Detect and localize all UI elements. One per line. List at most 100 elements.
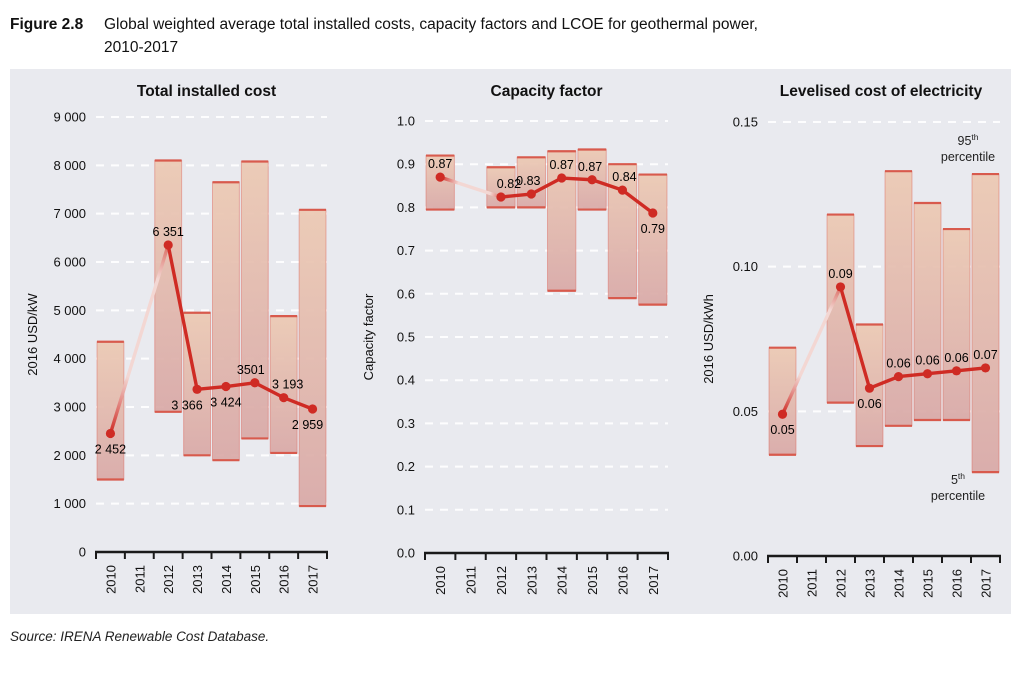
- x-tick-label: 2014: [892, 569, 907, 598]
- y-tick-label: 3 000: [53, 400, 86, 415]
- trend-line-segment: [620, 188, 655, 215]
- y-axis-title: 2016 USD/kWh: [701, 294, 716, 384]
- annotation-95-sup: th: [971, 132, 979, 142]
- data-label: 3501: [237, 363, 265, 377]
- data-label: 0.84: [612, 170, 636, 184]
- data-point: [163, 240, 173, 250]
- x-tick-label: 2013: [190, 565, 205, 594]
- trend-line-segment: [590, 178, 625, 192]
- data-point: [864, 383, 875, 393]
- annotation-95th-percentile: 95th percentile: [918, 132, 1018, 166]
- figure-title-line2: 2010-2017: [104, 39, 179, 56]
- annotation-5-sup: th: [957, 471, 966, 481]
- range-bar: [971, 173, 1000, 473]
- x-tick-label: 2017: [306, 565, 321, 594]
- trend-line-segment: [281, 395, 315, 411]
- y-tick-label: 0.2: [397, 459, 415, 474]
- y-axis-title: 2016 USD/kW: [25, 293, 40, 376]
- data-label: 0.83: [516, 174, 540, 188]
- chart-title-total-installed-cost: Total installed cost: [136, 83, 277, 100]
- data-label: 0.09: [828, 267, 852, 281]
- data-label: 0.07: [973, 348, 997, 362]
- trend-line-segment: [529, 176, 564, 196]
- figure-panel: Total installed cost 0 1 000 2 000 3 000 4 0…: [10, 69, 1011, 614]
- trend-line-segment: [954, 366, 988, 373]
- x-tick-label: 2016: [277, 565, 292, 594]
- annotation-95-value: 95: [957, 134, 972, 149]
- y-tick-label: 4 000: [53, 351, 86, 366]
- x-tick-label: 2013: [524, 566, 539, 595]
- y-tick-label: 2 000: [53, 448, 86, 463]
- range-bar: [942, 228, 971, 421]
- y-tick-label: 0.4: [397, 373, 415, 388]
- x-tick-label: 2012: [161, 565, 176, 594]
- data-label: 3 366: [171, 398, 202, 412]
- data-label: 0.87: [550, 158, 574, 172]
- chart-total-installed-cost: Total installed cost 0 1 000 2 000 3 000 4 0…: [10, 69, 340, 614]
- data-point: [617, 185, 628, 195]
- figure-title-text: Global weighted average total installed …: [104, 13, 1012, 59]
- annotation-5th-percentile: 5th percentile: [908, 471, 1008, 505]
- y-tick-label: 8 000: [53, 158, 86, 173]
- x-tick-label: 2015: [921, 569, 936, 598]
- data-point: [893, 372, 904, 382]
- trend-line-segment: [896, 372, 930, 379]
- data-point: [435, 172, 445, 182]
- range-bar: [638, 174, 668, 306]
- data-point: [557, 173, 567, 183]
- y-tick-label: 0.00: [733, 549, 758, 564]
- data-point: [526, 189, 536, 199]
- trend-line-segment: [867, 374, 901, 390]
- x-tick-label: 2012: [834, 569, 849, 598]
- data-point: [105, 428, 116, 439]
- data-point: [587, 175, 597, 185]
- y-tick-label: 0.7: [397, 243, 415, 258]
- data-label: 0.05: [770, 423, 794, 437]
- data-label: 0.79: [641, 222, 665, 236]
- data-point: [951, 366, 962, 376]
- x-tick-label: 2011: [132, 565, 147, 593]
- trend-line-segment: [166, 243, 199, 392]
- data-point: [496, 192, 506, 202]
- y-tick-label: 0.05: [733, 404, 758, 419]
- chart-title-capacity-factor: Capacity factor: [490, 83, 603, 100]
- data-label: 0.06: [915, 354, 939, 368]
- trend-line-segment: [925, 369, 959, 376]
- x-tick-label: 2010: [433, 566, 448, 595]
- range-bar: [607, 163, 638, 299]
- x-tick-label: 2014: [555, 566, 570, 595]
- data-label: 3 193: [272, 378, 303, 392]
- x-tick-label: 2010: [776, 569, 791, 598]
- data-label: 0.87: [428, 157, 452, 171]
- data-point: [279, 393, 289, 403]
- x-tick-label: 2015: [248, 565, 263, 594]
- y-tick-label: 7 000: [53, 206, 86, 221]
- data-label: 0.06: [857, 397, 881, 411]
- range-bar: [212, 181, 240, 461]
- range-bar: [425, 155, 455, 211]
- y-tick-label: 0.0: [397, 546, 415, 561]
- data-point: [221, 381, 231, 392]
- data-label: 2 959: [292, 418, 323, 432]
- y-tick-label: 1 000: [53, 496, 86, 511]
- trend-line-segment: [559, 176, 594, 182]
- x-tick-label: 2014: [219, 565, 234, 594]
- y-tick-label: 0.15: [733, 115, 758, 130]
- x-tick-label: 2010: [103, 565, 118, 594]
- y-tick-label: 0.6: [397, 286, 415, 301]
- chart-lcoe: Levelised cost of electricity 0.00 0.05 0.…: [670, 69, 1011, 614]
- range-bar: [768, 347, 797, 456]
- data-label: 0.82: [497, 177, 521, 191]
- annotation-5-word: percentile: [930, 489, 986, 504]
- annotation-95-word: percentile: [940, 150, 996, 165]
- figure-number: Figure 2.8: [10, 16, 84, 33]
- y-tick-label: 0.5: [397, 330, 415, 345]
- trend-line-segment: [838, 285, 872, 390]
- trend-line-segment: [499, 192, 534, 199]
- y-tick-label: 6 000: [53, 255, 86, 270]
- trend-line-segment: [108, 243, 170, 436]
- data-point: [192, 384, 202, 394]
- trend-line-segment: [195, 384, 228, 392]
- x-tick-label: 2016: [615, 566, 630, 595]
- x-tick-label: 2016: [950, 569, 965, 598]
